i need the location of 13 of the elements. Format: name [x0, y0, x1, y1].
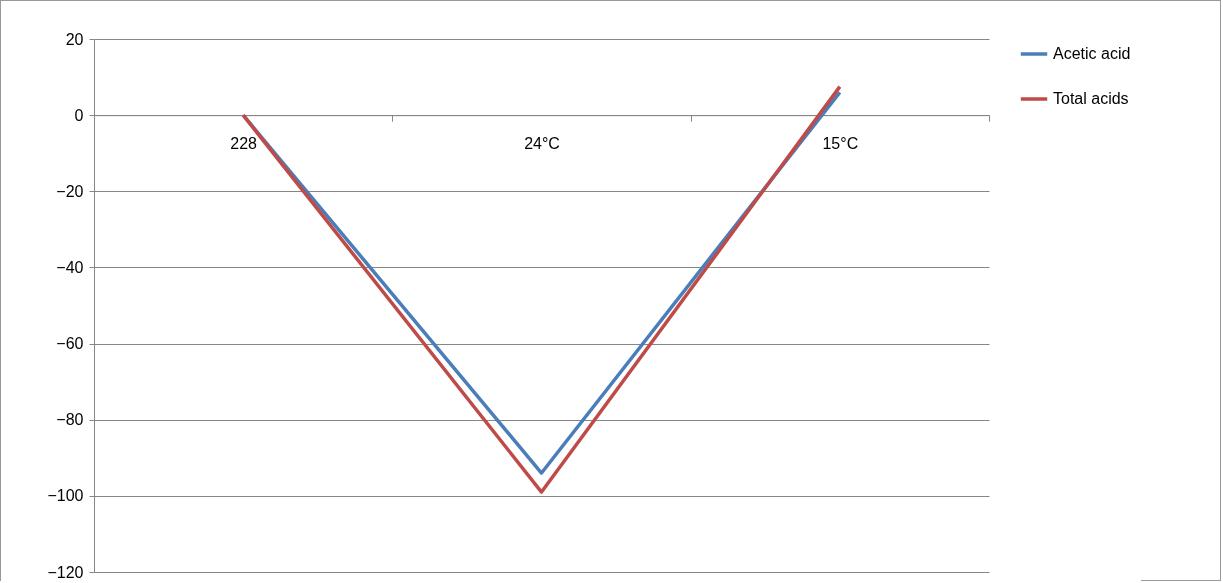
y-tick-label: −80 — [56, 411, 84, 429]
legend-label: Acetic acid — [1053, 45, 1131, 62]
x-tick-label: 228 — [230, 134, 258, 152]
y-tick-label: 0 — [74, 106, 84, 124]
x-tick-label: 24°C — [524, 134, 560, 152]
y-tick-label: −40 — [56, 258, 84, 276]
y-tick-label: −20 — [56, 182, 84, 200]
y-tick-label: −60 — [56, 335, 84, 353]
y-tick-label: −100 — [47, 487, 84, 505]
y-tick-label: 20 — [65, 30, 84, 48]
legend-label: Total acids — [1053, 90, 1129, 107]
x-tick-label: 15°C — [822, 134, 859, 152]
y-tick-label: −120 — [47, 563, 84, 581]
